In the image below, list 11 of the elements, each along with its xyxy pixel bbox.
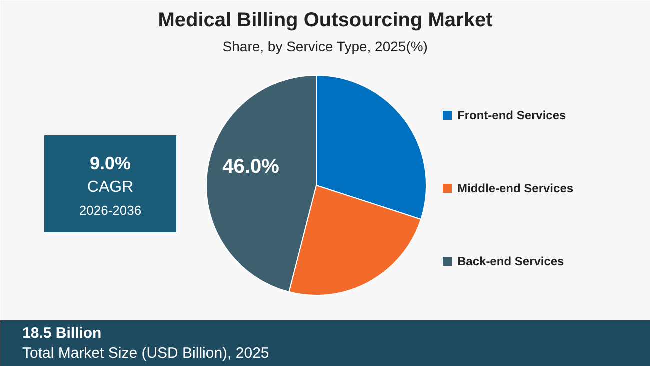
text: 9.0%	[90, 154, 132, 174]
text: CAGR	[87, 179, 134, 196]
data-label: 46.0%	[222, 156, 280, 178]
legend-label: Back-end Services	[458, 254, 565, 268]
text: Total Market Size (USD Billion), 2025	[22, 345, 270, 362]
chart-title: Medical Billing Outsourcing Market	[158, 10, 494, 32]
text: 18.5 Billion	[22, 325, 102, 342]
chart-subtitle: Share, by Service Type, 2025(%)	[222, 38, 428, 54]
text: 2026-2036	[79, 203, 142, 218]
legend-label: Front-end Services	[458, 108, 567, 122]
legend-label: Middle-end Services	[458, 182, 574, 196]
